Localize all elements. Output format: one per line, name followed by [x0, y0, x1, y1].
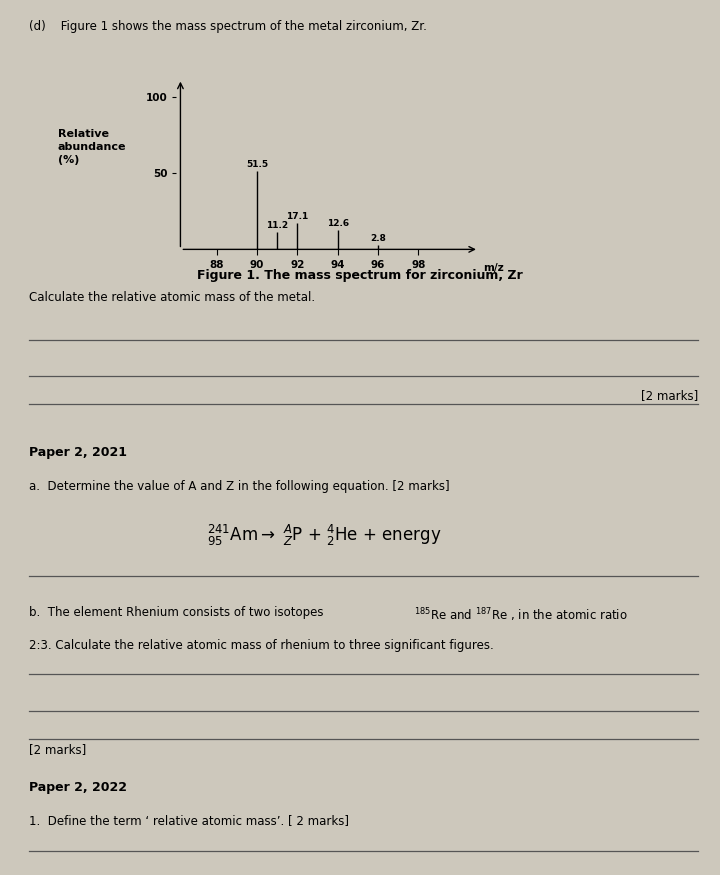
Text: a.  Determine the value of A and Z in the following equation. [2 marks]: a. Determine the value of A and Z in the… — [29, 480, 449, 493]
Text: 51.5: 51.5 — [246, 159, 268, 169]
Text: m/z: m/z — [483, 263, 503, 273]
Text: Relative
abundance
(%): Relative abundance (%) — [58, 129, 126, 165]
Text: Paper 2, 2022: Paper 2, 2022 — [29, 780, 127, 794]
Text: 17.1: 17.1 — [287, 212, 308, 221]
Text: [2 marks]: [2 marks] — [29, 743, 86, 756]
Text: $^{241}_{95}$Am$\rightarrow$ $^{A}_{Z}$P + $^{4}_{2}$He + energy: $^{241}_{95}$Am$\rightarrow$ $^{A}_{Z}$P… — [207, 523, 441, 549]
Text: [2 marks]: [2 marks] — [641, 388, 698, 402]
Text: Paper 2, 2021: Paper 2, 2021 — [29, 446, 127, 459]
Text: Calculate the relative atomic mass of the metal.: Calculate the relative atomic mass of th… — [29, 291, 315, 304]
Text: 12.6: 12.6 — [327, 219, 348, 228]
Text: b.  The element Rhenium consists of two isotopes: b. The element Rhenium consists of two i… — [29, 606, 327, 620]
Text: 1.  Define the term ‘ relative atomic mass’. [ 2 marks]: 1. Define the term ‘ relative atomic mas… — [29, 814, 348, 827]
Text: 11.2: 11.2 — [266, 221, 288, 230]
Text: 2.8: 2.8 — [370, 234, 386, 243]
Text: $^{185}$Re and $^{187}$Re , in the atomic ratio: $^{185}$Re and $^{187}$Re , in the atomi… — [414, 606, 628, 624]
Text: 2:3. Calculate the relative atomic mass of rhenium to three significant figures.: 2:3. Calculate the relative atomic mass … — [29, 639, 493, 652]
Text: (d)    Figure 1 shows the mass spectrum of the metal zirconium, Zr.: (d) Figure 1 shows the mass spectrum of … — [29, 20, 427, 33]
Text: Figure 1. The mass spectrum for zirconium, Zr: Figure 1. The mass spectrum for zirconiu… — [197, 269, 523, 282]
